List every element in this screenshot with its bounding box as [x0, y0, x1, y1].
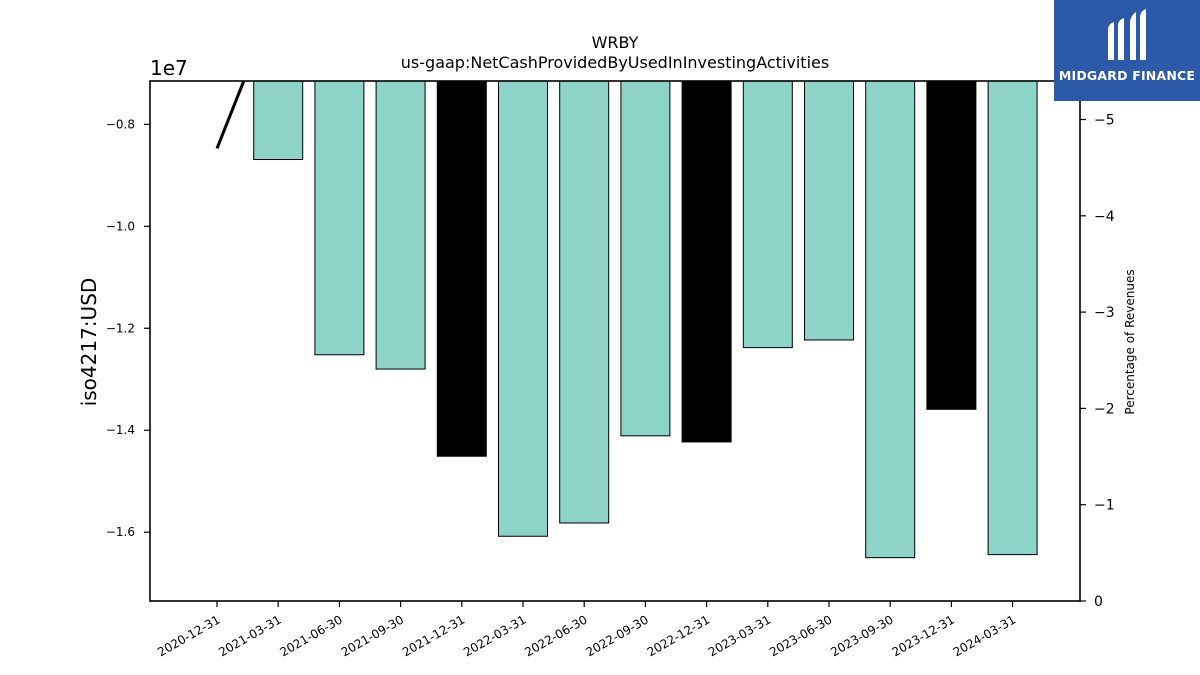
y2-tick-label: −1 [1094, 498, 1115, 514]
x-tick-label: 2021-12-31 [400, 612, 467, 659]
company-logo: MIDGARD FINANCE [1054, 0, 1200, 101]
y-axis-label: iso4217:USD [77, 278, 101, 407]
bar-2022-06-30 [559, 80, 610, 524]
x-tick-label: 2023-12-31 [889, 612, 956, 659]
bar-2022-12-31 [681, 80, 732, 443]
x-tick-label: 2021-03-31 [216, 612, 283, 659]
chart-title: WRBY [592, 33, 639, 52]
y2-tick-label: −5 [1094, 113, 1115, 129]
x-tick-label: 2022-09-30 [583, 612, 650, 659]
bar-2023-12-31 [926, 80, 977, 410]
chart-subtitle: us-gaap:NetCashProvidedByUsedInInvesting… [401, 53, 829, 72]
x-tick-label: 2024-03-31 [951, 612, 1018, 659]
y2-tick-label: −3 [1094, 305, 1115, 321]
bar-2021-03-31 [253, 80, 304, 161]
bar-2021-09-30 [375, 80, 426, 370]
x-tick-label: 2022-12-31 [645, 612, 712, 659]
midgard-logo-icon [1108, 9, 1146, 60]
y-tick-label: −1.4 [106, 423, 135, 437]
y-multiplier-label: 1e7 [150, 56, 188, 80]
y2-tick-label: −2 [1094, 401, 1115, 417]
bar-2022-03-31 [498, 80, 548, 537]
y-tick-label: −1.6 [106, 525, 135, 539]
bar-2021-06-30 [314, 80, 365, 356]
x-tick-label: 2021-09-30 [339, 612, 406, 659]
x-tick-label: 2022-06-30 [522, 612, 589, 659]
bar-2022-09-30 [620, 80, 671, 437]
x-tick-label: 2021-06-30 [277, 612, 344, 659]
bar-2023-09-30 [865, 80, 916, 559]
bar-2023-03-31 [742, 80, 793, 349]
y-tick-label: −1.2 [106, 321, 135, 335]
y-tick-label: −1.0 [106, 219, 135, 233]
y2-axis-label: Percentage of Revenues [1123, 269, 1137, 414]
x-tick-label: 2023-03-31 [706, 612, 773, 659]
y2-tick-label: −4 [1094, 209, 1115, 225]
revenue-percentage-line [215, 81, 246, 149]
bar-2021-12-31 [436, 80, 487, 457]
x-tick-label: 2022-03-31 [461, 612, 528, 659]
bar-2023-06-30 [804, 80, 854, 341]
x-tick-label: 2020-12-31 [155, 612, 222, 659]
logo-text: MIDGARD FINANCE [1058, 68, 1196, 83]
bar-2024-03-31 [987, 80, 1038, 556]
plot-frame [149, 80, 1081, 602]
x-tick-label: 2023-09-30 [828, 612, 895, 659]
y2-tick-label: 0 [1094, 594, 1103, 610]
y-tick-label: −0.8 [106, 117, 135, 131]
x-tick-label: 2023-06-30 [767, 612, 834, 659]
